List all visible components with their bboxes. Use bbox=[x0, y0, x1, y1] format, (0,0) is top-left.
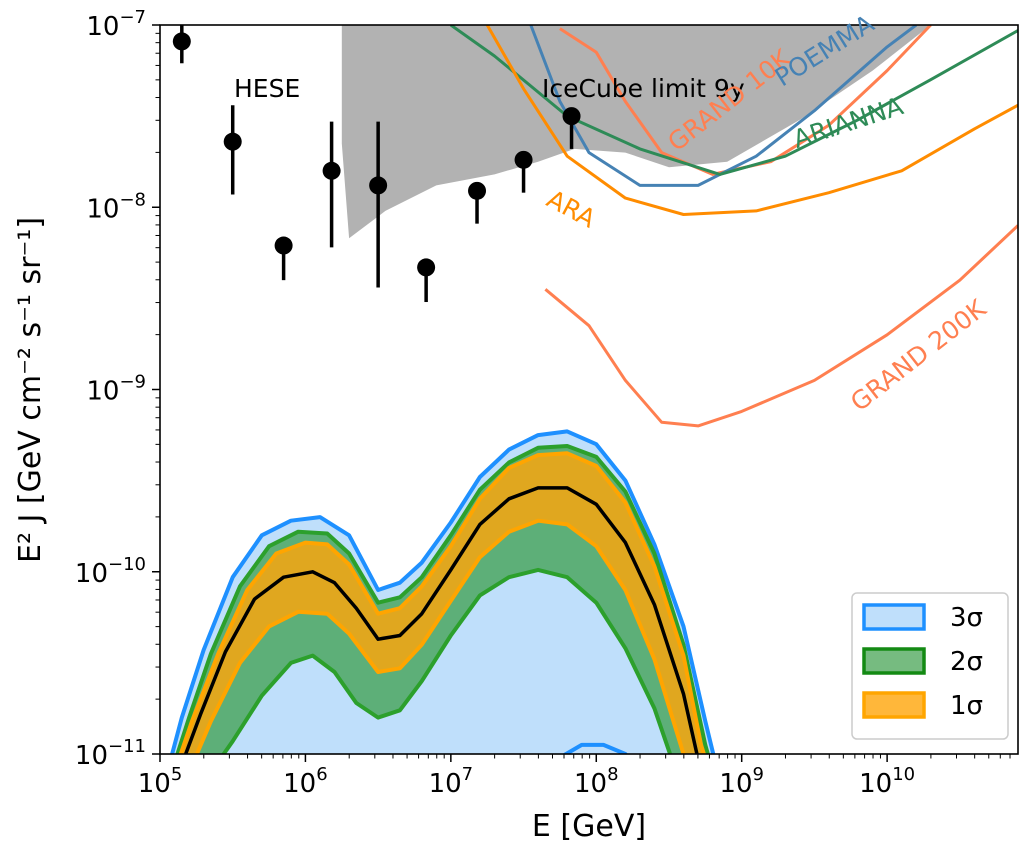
band-1-upper-line bbox=[170, 429, 716, 754]
hese-point bbox=[369, 176, 388, 195]
band-2-upper-line bbox=[175, 444, 710, 754]
legend-label-3: 1σ bbox=[950, 691, 983, 721]
hese-point bbox=[514, 150, 533, 169]
experiment-curve-5 bbox=[544, 224, 1018, 428]
y-tick-label: 10−9 bbox=[86, 372, 146, 407]
experiment-label-4: ARA bbox=[542, 184, 600, 233]
legend-label-2: 2σ bbox=[950, 647, 983, 677]
x-tick-label: 108 bbox=[574, 764, 619, 799]
band-2-lower-line bbox=[221, 567, 673, 754]
hese-point bbox=[322, 161, 341, 180]
hese-label: HESE bbox=[234, 74, 300, 103]
x-tick-label: 109 bbox=[719, 764, 764, 799]
axis-ticks: 105 106 107 108 109 1010 10−11 10−10 10−9 10−8 10−… bbox=[75, 7, 1011, 799]
experiment-curve-1 bbox=[559, 25, 932, 176]
band-3-upper-line bbox=[178, 451, 706, 754]
hese-point bbox=[274, 236, 293, 255]
legend-swatch-1 bbox=[862, 603, 926, 631]
y-tick-label: 10−11 bbox=[75, 736, 146, 771]
y-axis-title: E² J [GeV cm⁻² s⁻¹ sr⁻¹] bbox=[13, 217, 48, 563]
y-tick-label: 10−10 bbox=[75, 554, 146, 589]
icecube-limit-label: IceCube limit 9y bbox=[542, 74, 745, 103]
hese-point bbox=[562, 107, 581, 126]
y-tick-label: 10−8 bbox=[86, 189, 146, 224]
x-tick-label: 106 bbox=[283, 764, 328, 799]
x-tick-label: 1010 bbox=[859, 764, 915, 799]
median-line bbox=[183, 486, 699, 754]
band-3-lower-line bbox=[194, 518, 686, 754]
x-axis-title: E [GeV] bbox=[532, 809, 646, 843]
legend: 3σ 2σ 1σ bbox=[851, 592, 1009, 740]
legend-swatch-2 bbox=[862, 647, 926, 675]
plot-area bbox=[170, 25, 1018, 754]
icecube-limit-region bbox=[341, 25, 931, 239]
legend-label-1: 3σ bbox=[950, 603, 983, 633]
legend-swatch-3 bbox=[862, 691, 926, 719]
y-tick-label: 10−7 bbox=[86, 7, 146, 42]
x-tick-label: 107 bbox=[429, 764, 474, 799]
hese-point bbox=[417, 258, 436, 277]
x-tick-label: 105 bbox=[138, 764, 183, 799]
experiment-curve-3 bbox=[449, 25, 1018, 176]
hese-point bbox=[468, 181, 487, 200]
band-1-lower-line bbox=[562, 742, 628, 754]
hese-point bbox=[172, 32, 191, 51]
experiment-curve-4 bbox=[485, 25, 1018, 216]
hese-point bbox=[223, 132, 242, 151]
